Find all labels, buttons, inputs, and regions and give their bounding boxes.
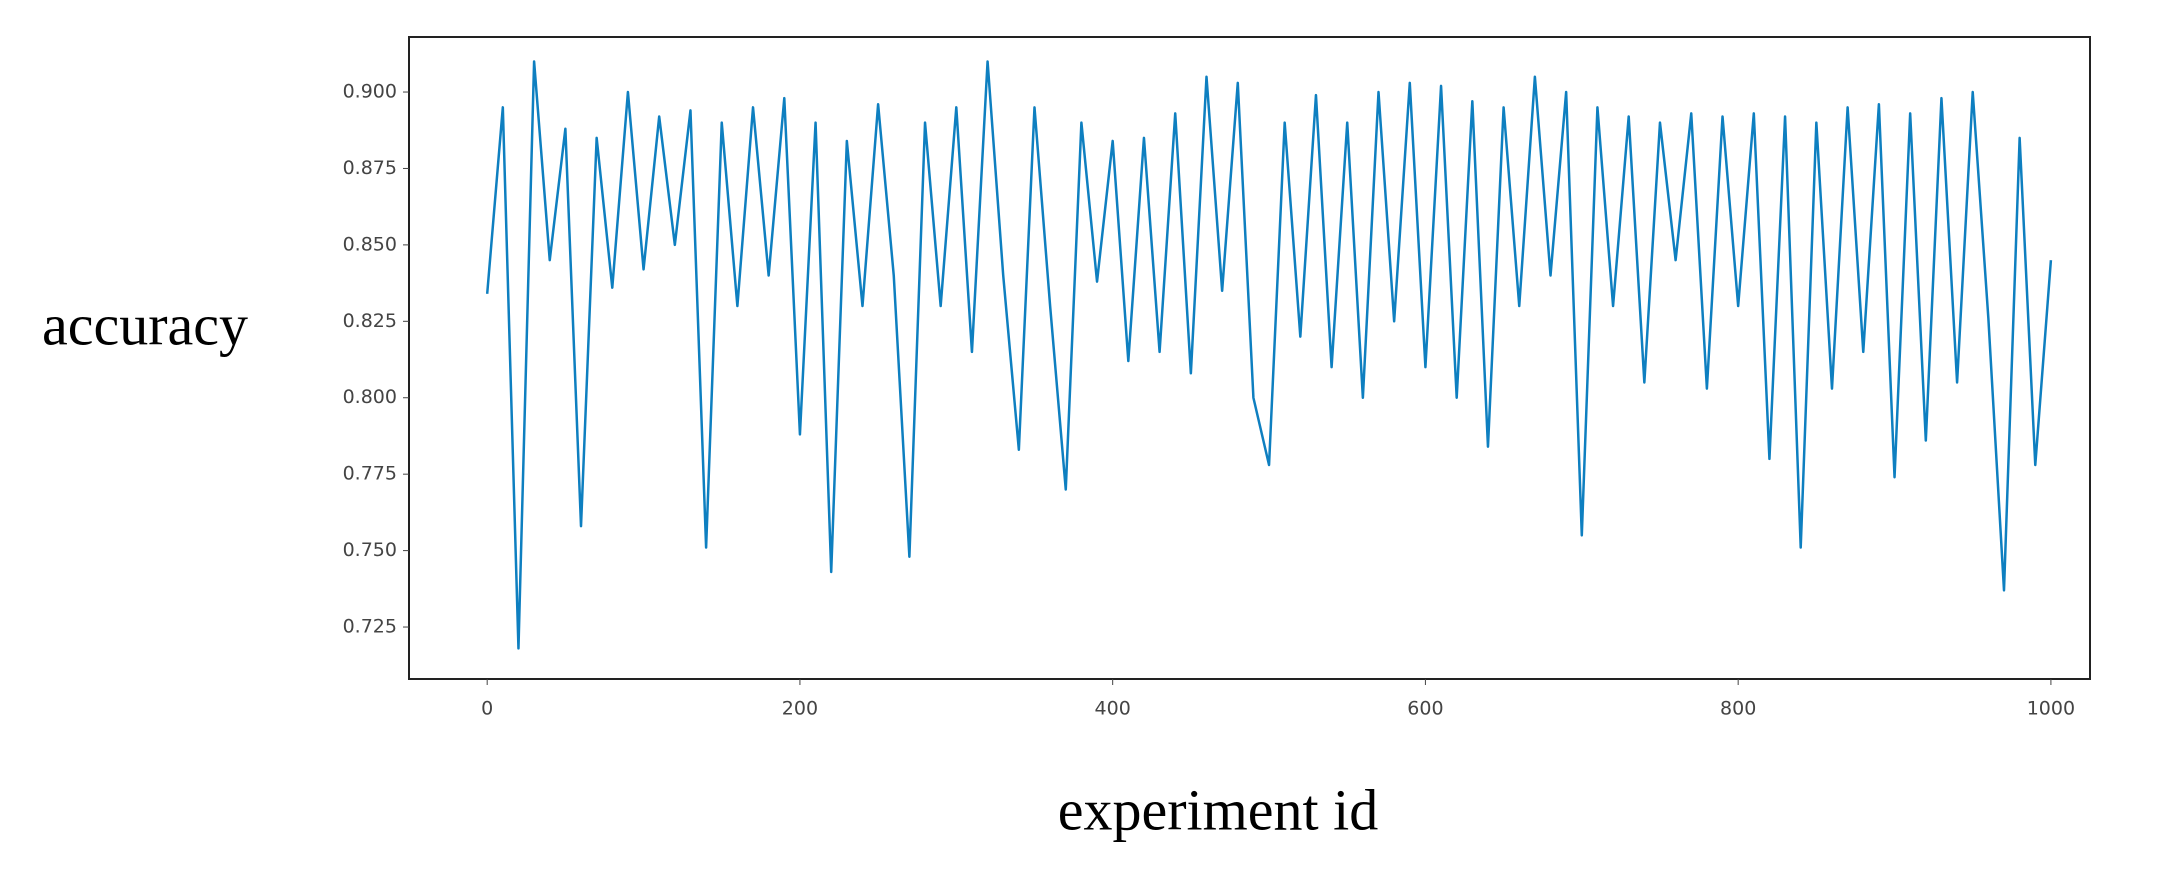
x-tick-label: 400 [1095,698,1131,720]
y-tick-label: 0.800 [343,386,397,408]
x-tick-label: 0 [481,698,493,720]
y-tick-label: 0.825 [343,310,397,332]
x-tick-label: 600 [1407,698,1443,720]
y-axis-label: accuracy [42,292,248,357]
y-tick-label: 0.775 [343,463,397,485]
x-axis-label: experiment id [1058,777,1379,842]
data-line [485,60,2053,650]
x-tick-label: 1000 [2027,698,2075,720]
y-tick-label: 0.725 [343,616,397,638]
y-tick-label: 0.850 [343,233,397,255]
y-tick-label: 0.900 [343,81,397,103]
x-tick-label: 200 [782,698,818,720]
y-tick-label: 0.750 [343,539,397,561]
plot-frame [408,36,2091,680]
x-tick-label: 800 [1720,698,1756,720]
y-tick-label: 0.875 [343,157,397,179]
